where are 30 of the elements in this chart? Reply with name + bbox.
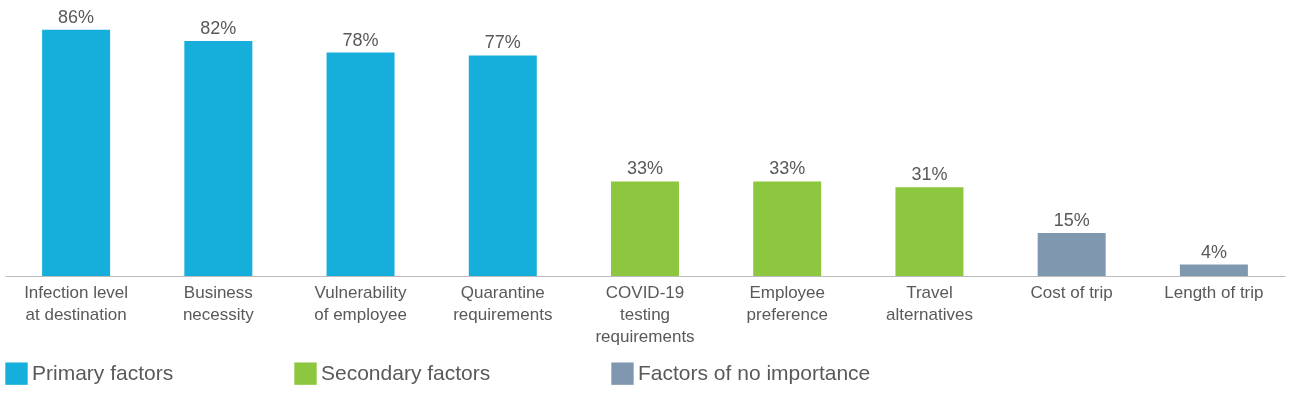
x-tick-label: Business necessity: [182, 282, 255, 324]
data-label: 86%: [58, 6, 95, 27]
data-label: 78%: [342, 29, 379, 50]
x-tick-label: Infection level at destination: [24, 282, 129, 324]
bar: [326, 52, 395, 276]
legend-label: Factors of no importance: [638, 360, 871, 384]
x-tick-label: Travel alternatives: [885, 282, 973, 324]
data-label: 15%: [1053, 210, 1090, 231]
bar: [184, 41, 253, 276]
x-tick-label: Vulnerability of employee: [314, 282, 408, 324]
x-tick-label: COVID-19 testing requirements: [595, 282, 695, 346]
x-tick-label: Quarantine requirements: [453, 282, 553, 324]
bar: [1037, 233, 1106, 276]
bar: [895, 187, 964, 276]
x-tick-label: Cost of trip: [1030, 282, 1113, 302]
data-label: 31%: [911, 164, 948, 185]
data-label: 33%: [626, 158, 664, 179]
data-label: 4%: [1200, 241, 1227, 262]
bar: [753, 181, 822, 276]
bar: [1179, 264, 1248, 276]
data-label: 33%: [769, 158, 806, 179]
x-tick-label: Length of trip: [1164, 282, 1264, 302]
bar: [468, 55, 537, 276]
data-label: 77%: [484, 32, 521, 53]
bar: [611, 181, 679, 276]
legend-label: Primary factors: [32, 360, 174, 384]
legend-label: Secondary factors: [321, 360, 491, 384]
bar: [42, 29, 111, 276]
data-label: 82%: [200, 18, 237, 39]
x-tick-label: Employee preference: [746, 282, 828, 324]
